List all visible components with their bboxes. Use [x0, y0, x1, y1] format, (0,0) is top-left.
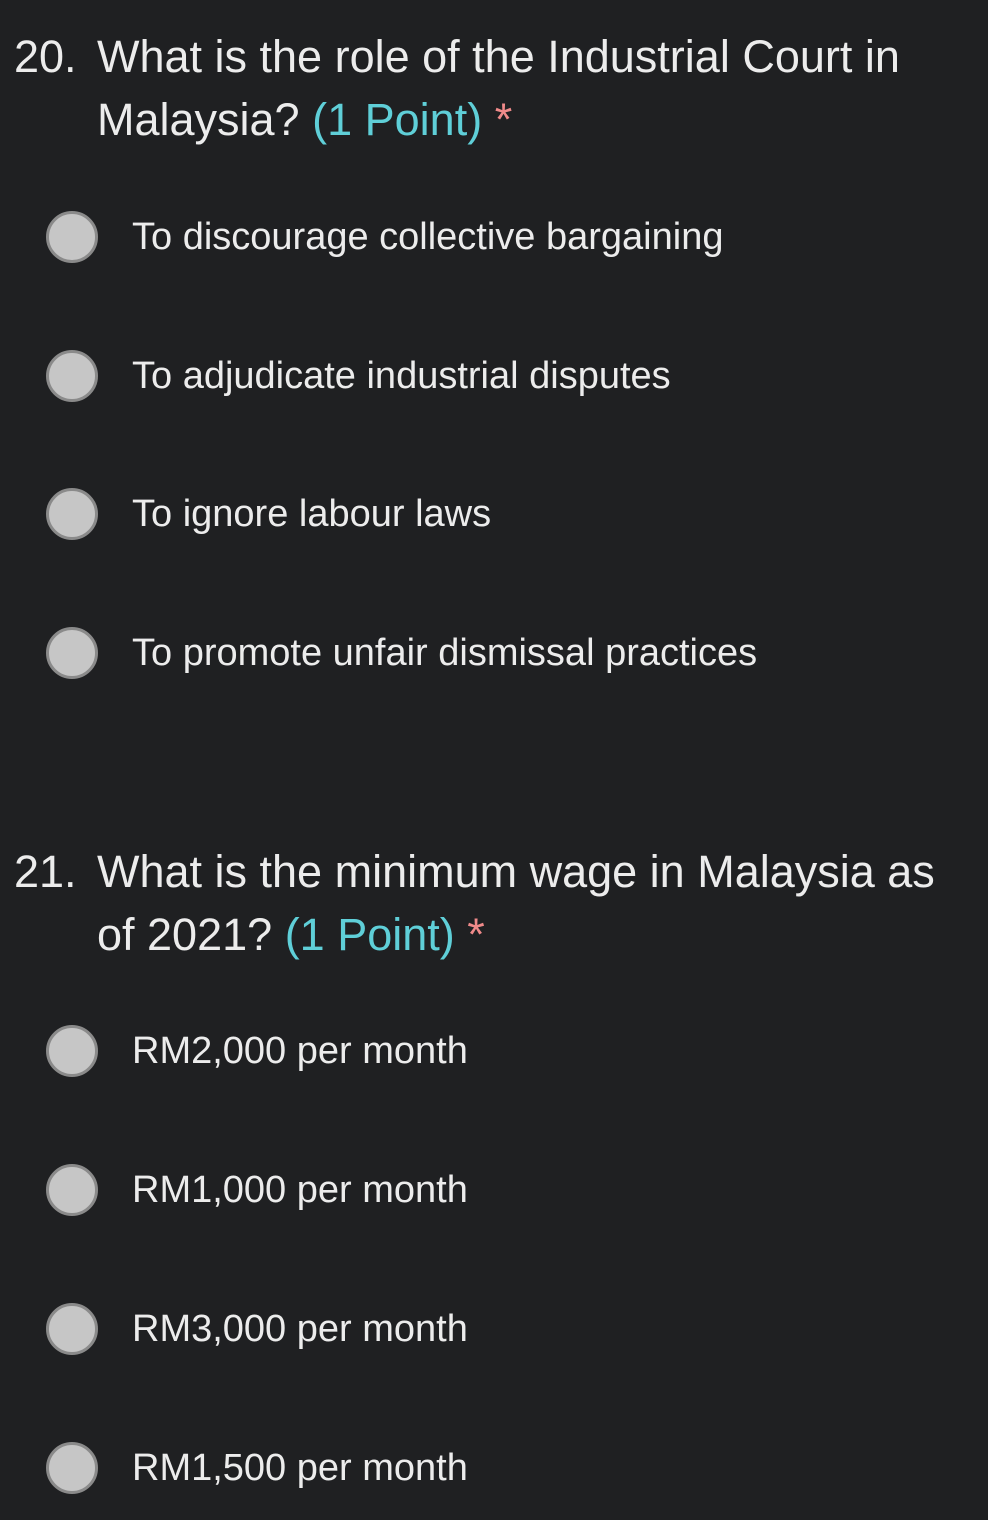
option-radio[interactable]: RM3,000 per month — [46, 1299, 468, 1359]
radio-button-icon[interactable] — [46, 1303, 98, 1355]
radio-button-icon[interactable] — [46, 488, 98, 540]
option-radio[interactable]: To promote unfair dismissal practices — [46, 623, 757, 683]
question-text: What is the minimum wage in Malaysia as … — [97, 846, 935, 960]
radio-button-icon[interactable] — [46, 627, 98, 679]
question-text: What is the role of the Industrial Court… — [97, 31, 900, 145]
points-label: (1 Point) — [284, 909, 455, 960]
option-radio[interactable]: RM1,500 per month — [46, 1438, 468, 1498]
question-number: 20. — [14, 31, 77, 82]
option-radio[interactable]: To ignore labour laws — [46, 484, 491, 544]
option-radio[interactable]: To discourage collective bargaining — [46, 207, 723, 267]
required-asterisk: * — [467, 909, 485, 960]
radio-button-icon[interactable] — [46, 1164, 98, 1216]
option-radio[interactable]: RM1,000 per month — [46, 1160, 468, 1220]
points-label: (1 Point) — [312, 94, 483, 145]
radio-button-icon[interactable] — [46, 211, 98, 263]
option-radio[interactable]: To adjudicate industrial disputes — [46, 346, 671, 406]
required-asterisk: * — [494, 94, 513, 145]
option-radio[interactable]: RM2,000 per month — [46, 1021, 468, 1081]
radio-button-icon[interactable] — [46, 350, 98, 402]
radio-button-icon[interactable] — [46, 1442, 98, 1494]
question-number: 21. — [14, 846, 77, 897]
radio-button-icon[interactable] — [46, 1025, 98, 1077]
